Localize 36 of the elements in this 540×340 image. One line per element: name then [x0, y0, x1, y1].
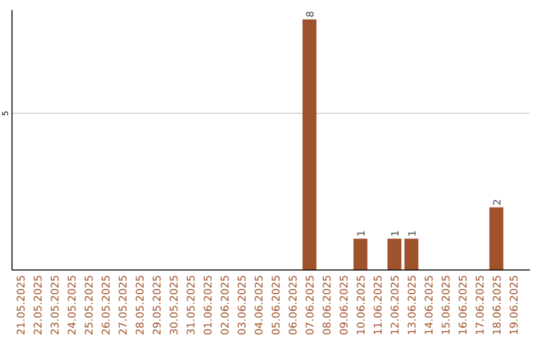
x-tick-label: 04.06.2025 — [254, 275, 266, 336]
x-tick-label: 15.06.2025 — [440, 275, 452, 336]
x-tick-label: 07.06.2025 — [304, 275, 316, 336]
x-tick-label: 21.05.2025 — [16, 275, 28, 336]
x-tick-label: 12.06.2025 — [389, 275, 402, 336]
x-tick-label: 02.06.2025 — [220, 275, 232, 336]
data-label: 8 — [305, 11, 316, 18]
x-tick-label: 01.06.2025 — [202, 275, 215, 336]
x-tick-label: 26.05.2025 — [100, 275, 113, 336]
x-tick-label: 30.05.2025 — [168, 275, 181, 336]
x-tick-label: 16.06.2025 — [457, 275, 470, 336]
data-label: 1 — [356, 230, 368, 237]
x-tick-label: 23.05.2025 — [50, 275, 62, 336]
x-tick-label: 05.06.2025 — [270, 275, 282, 336]
x-tick-label: 17.06.2025 — [474, 275, 486, 336]
x-tick-label: 11.06.2025 — [372, 275, 384, 336]
x-tick-label: 18.06.2025 — [491, 275, 504, 336]
x-tick-label: 24.05.2025 — [66, 275, 79, 336]
x-tick-label: 29.05.2025 — [152, 275, 164, 336]
x-tick-label: 06.06.2025 — [287, 275, 300, 336]
x-tick-label: 09.06.2025 — [338, 275, 350, 336]
data-label: 1 — [390, 230, 402, 237]
x-tick-label: 08.06.2025 — [321, 275, 334, 336]
x-tick-label: 13.06.2025 — [406, 275, 418, 336]
x-tick-label: 25.05.2025 — [84, 275, 96, 336]
x-tick-label: 31.05.2025 — [186, 275, 198, 336]
data-label: 2 — [492, 198, 504, 206]
y-tick-label: 5 — [1, 110, 10, 116]
x-tick-label: 10.06.2025 — [355, 275, 368, 336]
data-label: 1 — [407, 230, 418, 237]
x-tick-label: 14.06.2025 — [423, 275, 436, 336]
x-tick-label: 27.05.2025 — [118, 275, 130, 336]
x-tick-label: 03.06.2025 — [236, 275, 249, 336]
x-tick-label: 28.05.2025 — [134, 275, 147, 336]
x-tick-label: 19.06.2025 — [508, 275, 520, 336]
x-tick-label: 22.05.2025 — [32, 275, 45, 336]
